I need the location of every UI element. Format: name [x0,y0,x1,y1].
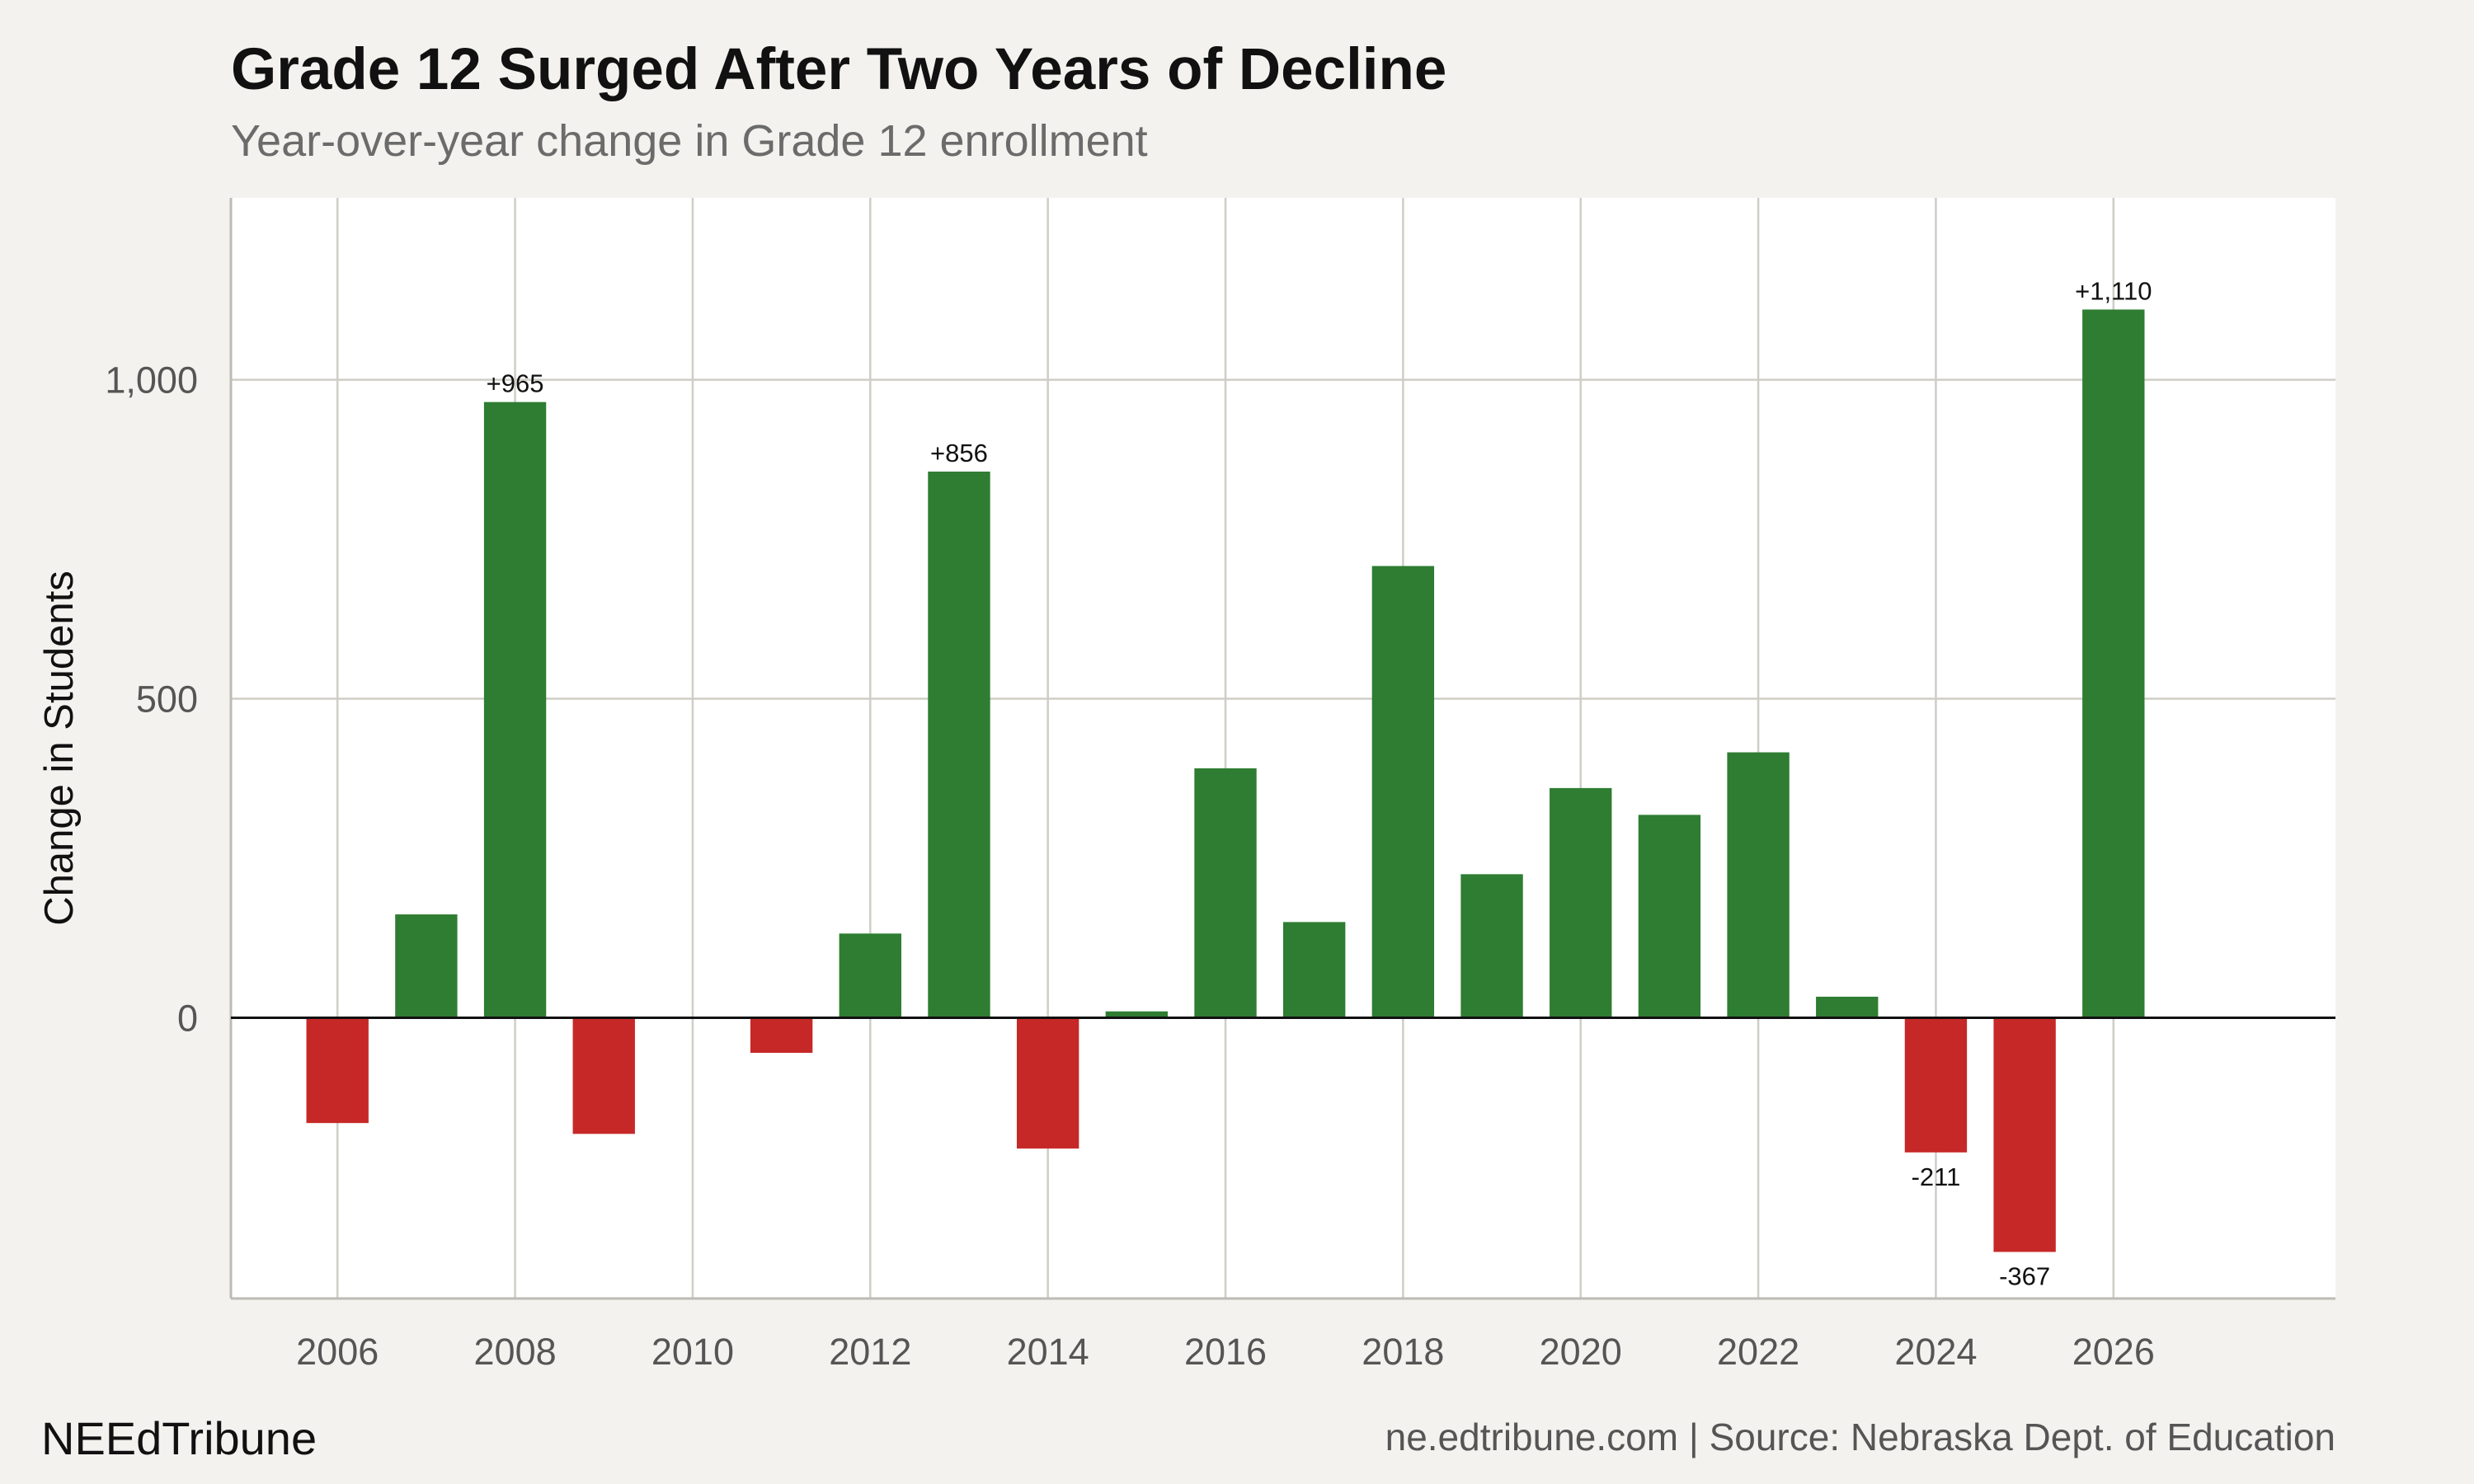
bar-2021 [1638,815,1701,1018]
x-tick-label: 2022 [1717,1331,1799,1373]
bar-2017 [1283,922,1346,1018]
y-tick-label: 500 [136,679,198,721]
bar-2014 [1016,1017,1079,1149]
x-tick-label: 2018 [1362,1331,1444,1373]
data-label-2024: -211 [1912,1162,1961,1191]
bar-2024 [1904,1017,1968,1153]
data-label-2013: +856 [930,439,988,467]
bar-2018 [1371,566,1435,1018]
bar-2006 [306,1017,369,1124]
y-axis-title: Change in Students [37,571,82,925]
bar-2019 [1460,874,1523,1018]
bar-2009 [572,1017,635,1134]
x-tick-label: 2008 [474,1331,557,1373]
chart-title: Grade 12 Surged After Two Years of Decli… [231,37,1447,102]
x-tick-label: 2016 [1184,1331,1267,1373]
x-tick-label: 2024 [1894,1331,1977,1373]
x-tick-label: 2006 [296,1331,379,1373]
x-tick-label: 2014 [1007,1331,1089,1373]
x-tick-label: 2010 [651,1331,734,1373]
y-tick-label: 0 [177,997,198,1039]
bar-2012 [839,933,901,1018]
bar-2013 [928,472,990,1018]
data-label-2008: +965 [487,369,544,398]
x-tick-label: 2026 [2072,1331,2155,1373]
bar-2011 [750,1017,813,1054]
source-credit: ne.edtribune.com | Source: Nebraska Dept… [1385,1416,2335,1458]
bar-2020 [1550,787,1612,1018]
bar-2007 [395,914,458,1018]
chart-subtitle: Year-over-year change in Grade 12 enroll… [231,116,1148,166]
y-tick-label: 1,000 [105,359,198,402]
x-tick-label: 2020 [1540,1331,1622,1373]
bar-2025 [1993,1017,2056,1252]
brand-logo-text: NEEdTribune [41,1412,317,1464]
bar-2015 [1105,1011,1169,1018]
bar-2008 [483,402,547,1018]
data-label-2026: +1,110 [2075,276,2152,305]
bar-2023 [1816,996,1879,1018]
data-label-2025: -367 [1999,1262,2050,1291]
bar-2026 [2082,309,2145,1018]
bar-2016 [1194,768,1257,1018]
bar-2022 [1727,752,1790,1018]
x-tick-label: 2012 [829,1331,911,1373]
